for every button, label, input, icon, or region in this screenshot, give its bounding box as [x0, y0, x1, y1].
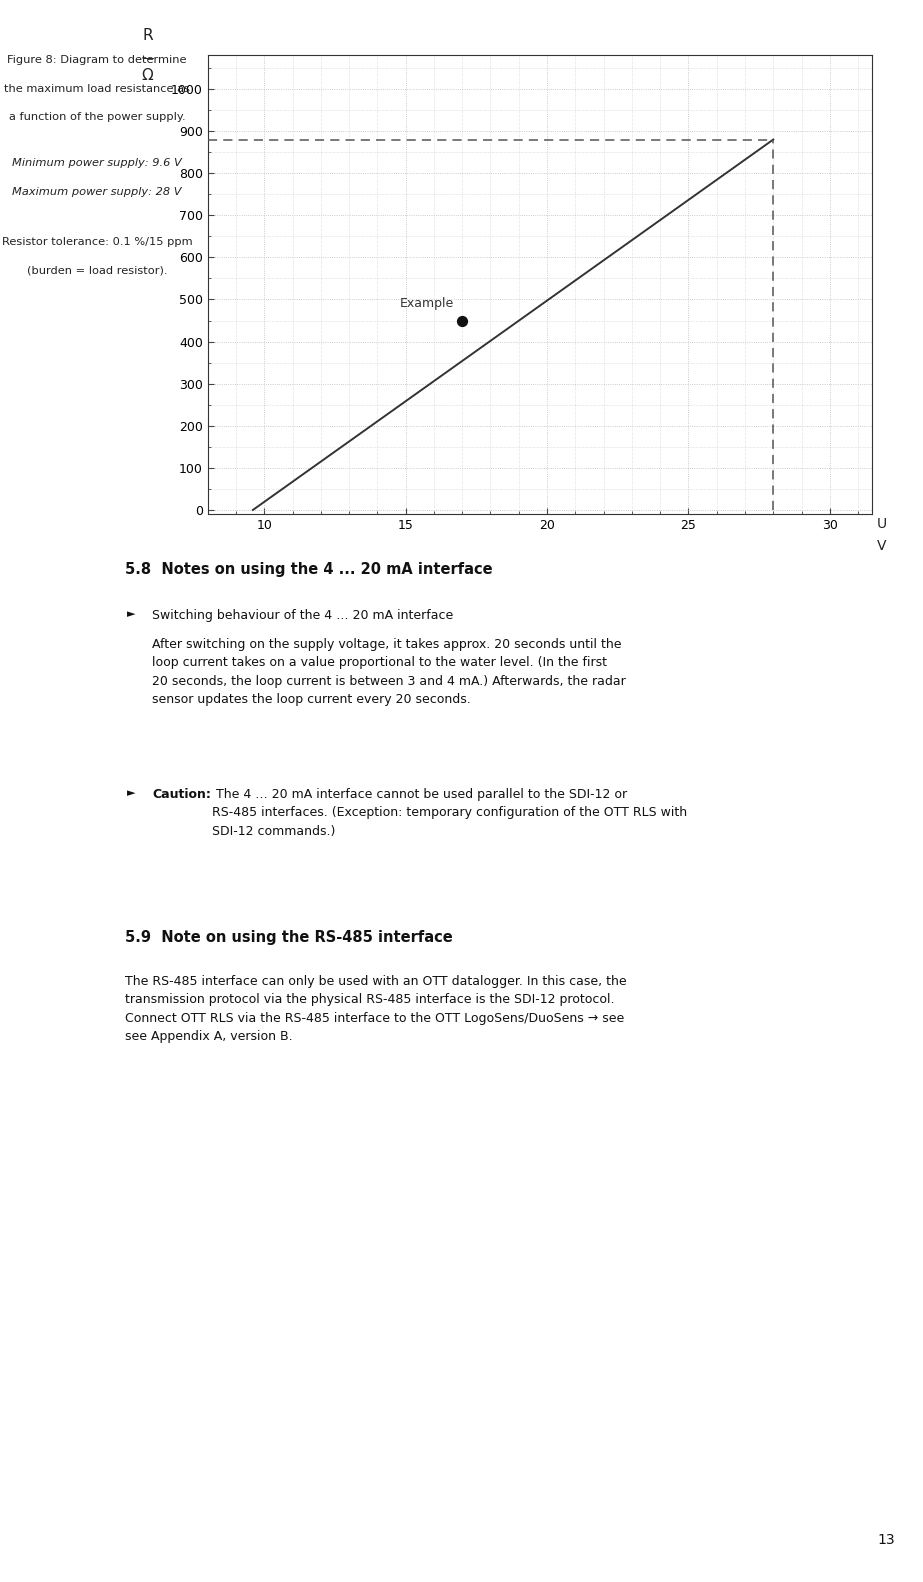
Text: R: R — [142, 28, 153, 43]
Text: a function of the power supply.: a function of the power supply. — [8, 112, 186, 122]
Text: 5.8  Notes on using the 4 ... 20 mA interface: 5.8 Notes on using the 4 ... 20 mA inter… — [125, 562, 492, 576]
Text: The 4 … 20 mA interface cannot be used parallel to the SDI-12 or
RS-485 interfac: The 4 … 20 mA interface cannot be used p… — [212, 788, 688, 838]
Text: Switching behaviour of the 4 … 20 mA interface: Switching behaviour of the 4 … 20 mA int… — [152, 609, 453, 622]
Text: —: — — [141, 52, 154, 65]
Text: Minimum power supply: 9.6 V: Minimum power supply: 9.6 V — [12, 158, 182, 168]
Text: 13: 13 — [878, 1533, 895, 1547]
Text: Caution:: Caution: — [152, 788, 211, 800]
Text: Resistor tolerance: 0.1 %/15 ppm: Resistor tolerance: 0.1 %/15 ppm — [2, 237, 192, 247]
Text: 5.9  Note on using the RS-485 interface: 5.9 Note on using the RS-485 interface — [125, 930, 452, 944]
Text: U: U — [877, 517, 887, 532]
Text: Figure 8: Diagram to determine: Figure 8: Diagram to determine — [7, 55, 186, 65]
Text: Maximum power supply: 28 V: Maximum power supply: 28 V — [12, 187, 182, 196]
Text: ►: ► — [127, 609, 136, 619]
Text: After switching on the supply voltage, it takes approx. 20 seconds until the
loo: After switching on the supply voltage, i… — [152, 638, 626, 706]
Point — [455, 308, 470, 334]
Text: Example: Example — [400, 297, 454, 310]
Text: the maximum load resistance as: the maximum load resistance as — [4, 84, 190, 93]
Text: Ω: Ω — [142, 68, 153, 82]
Text: (burden = load resistor).: (burden = load resistor). — [27, 266, 167, 275]
Text: V: V — [877, 539, 886, 554]
Text: The RS-485 interface can only be used with an OTT datalogger. In this case, the
: The RS-485 interface can only be used wi… — [125, 975, 626, 1043]
Text: ►: ► — [127, 788, 136, 797]
